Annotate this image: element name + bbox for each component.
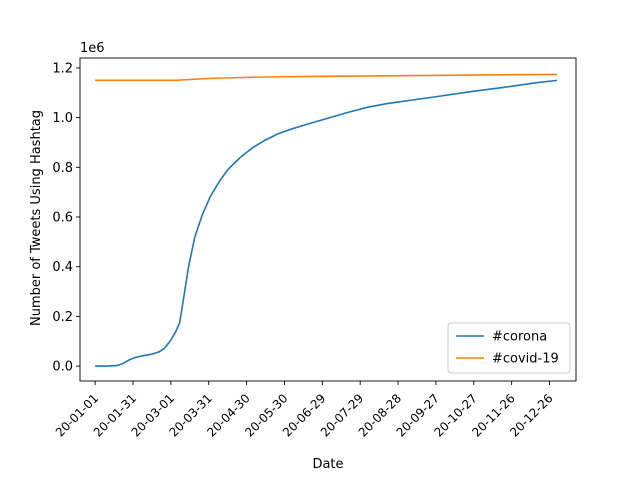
legend-label: #corona [492, 330, 547, 345]
y-axis-label: Number of Tweets Using Hashtag [29, 110, 44, 326]
series-line-0 [95, 79, 558, 367]
y-tick-label: 0.4 [52, 260, 73, 275]
y-tick-label: 1.0 [52, 111, 73, 126]
y-tick-label: 0.8 [52, 161, 73, 176]
series-line-1 [95, 73, 558, 82]
series-layer [95, 73, 558, 367]
legend: #corona #covid-19 [447, 322, 571, 374]
axes-layer: 0.00.20.40.60.81.01.220-01-0120-01-3120-… [52, 57, 577, 440]
y-tick-label: 0.0 [52, 360, 73, 375]
y-tick-label: 1.2 [52, 61, 73, 76]
plot-frame [79, 57, 577, 382]
y-tick-label: 0.6 [52, 211, 73, 226]
legend-label: #covid-19 [492, 352, 559, 367]
y-tick-label: 0.2 [52, 310, 73, 325]
x-axis-label: Date [312, 457, 343, 472]
y-offset-label: 1e6 [80, 41, 105, 56]
